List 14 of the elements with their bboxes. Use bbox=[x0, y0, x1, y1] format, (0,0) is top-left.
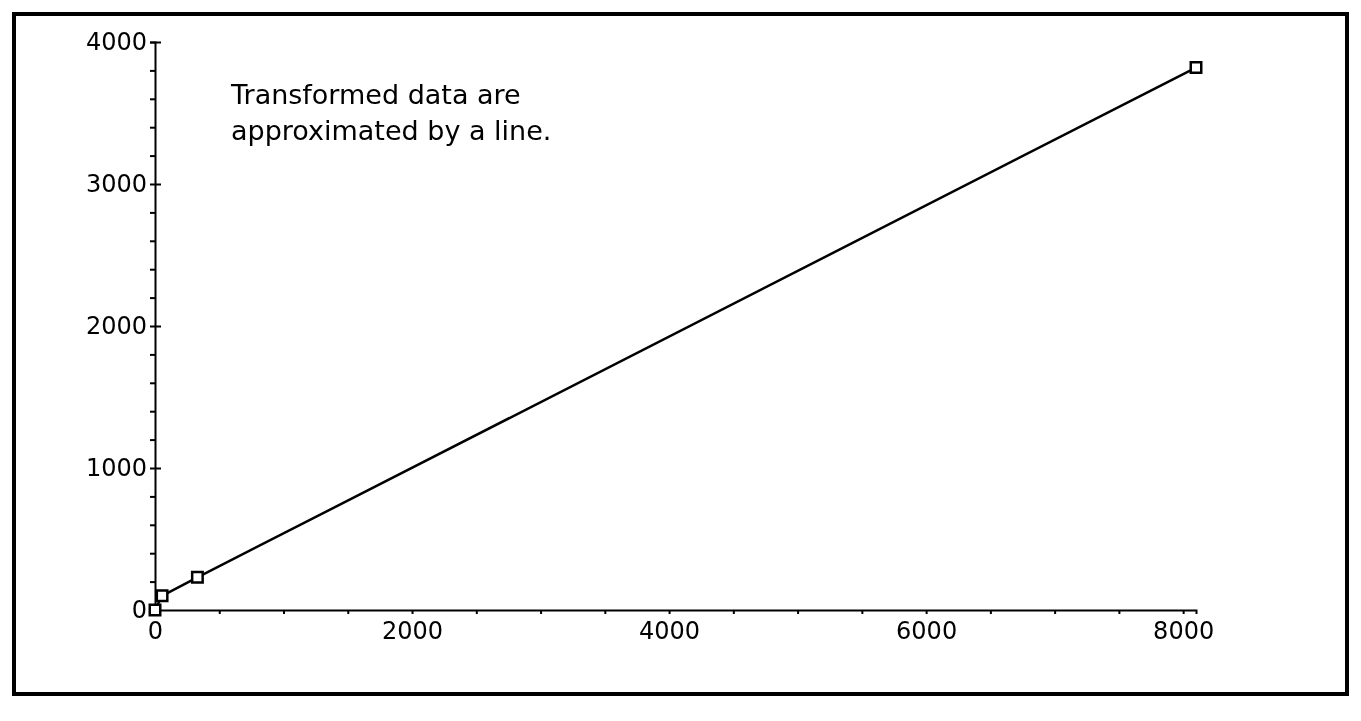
x-tick-label: 4000 bbox=[639, 616, 701, 645]
y-tick-label: 0 bbox=[131, 596, 147, 625]
x-tick-label: 2000 bbox=[382, 616, 444, 645]
y-tick-label: 1000 bbox=[85, 454, 147, 483]
point bbox=[155, 589, 169, 603]
y-tick-label: 3000 bbox=[85, 170, 147, 199]
point bbox=[1189, 61, 1203, 75]
y-tick-label: 2000 bbox=[85, 312, 147, 341]
x-tick-label: 8000 bbox=[1153, 616, 1215, 645]
y-tick-label: 4000 bbox=[85, 28, 147, 57]
x-tick-label: 6000 bbox=[896, 616, 958, 645]
point bbox=[148, 603, 162, 617]
annotation: Transformed data are approximated by a line. bbox=[230, 79, 552, 146]
point bbox=[190, 570, 204, 584]
